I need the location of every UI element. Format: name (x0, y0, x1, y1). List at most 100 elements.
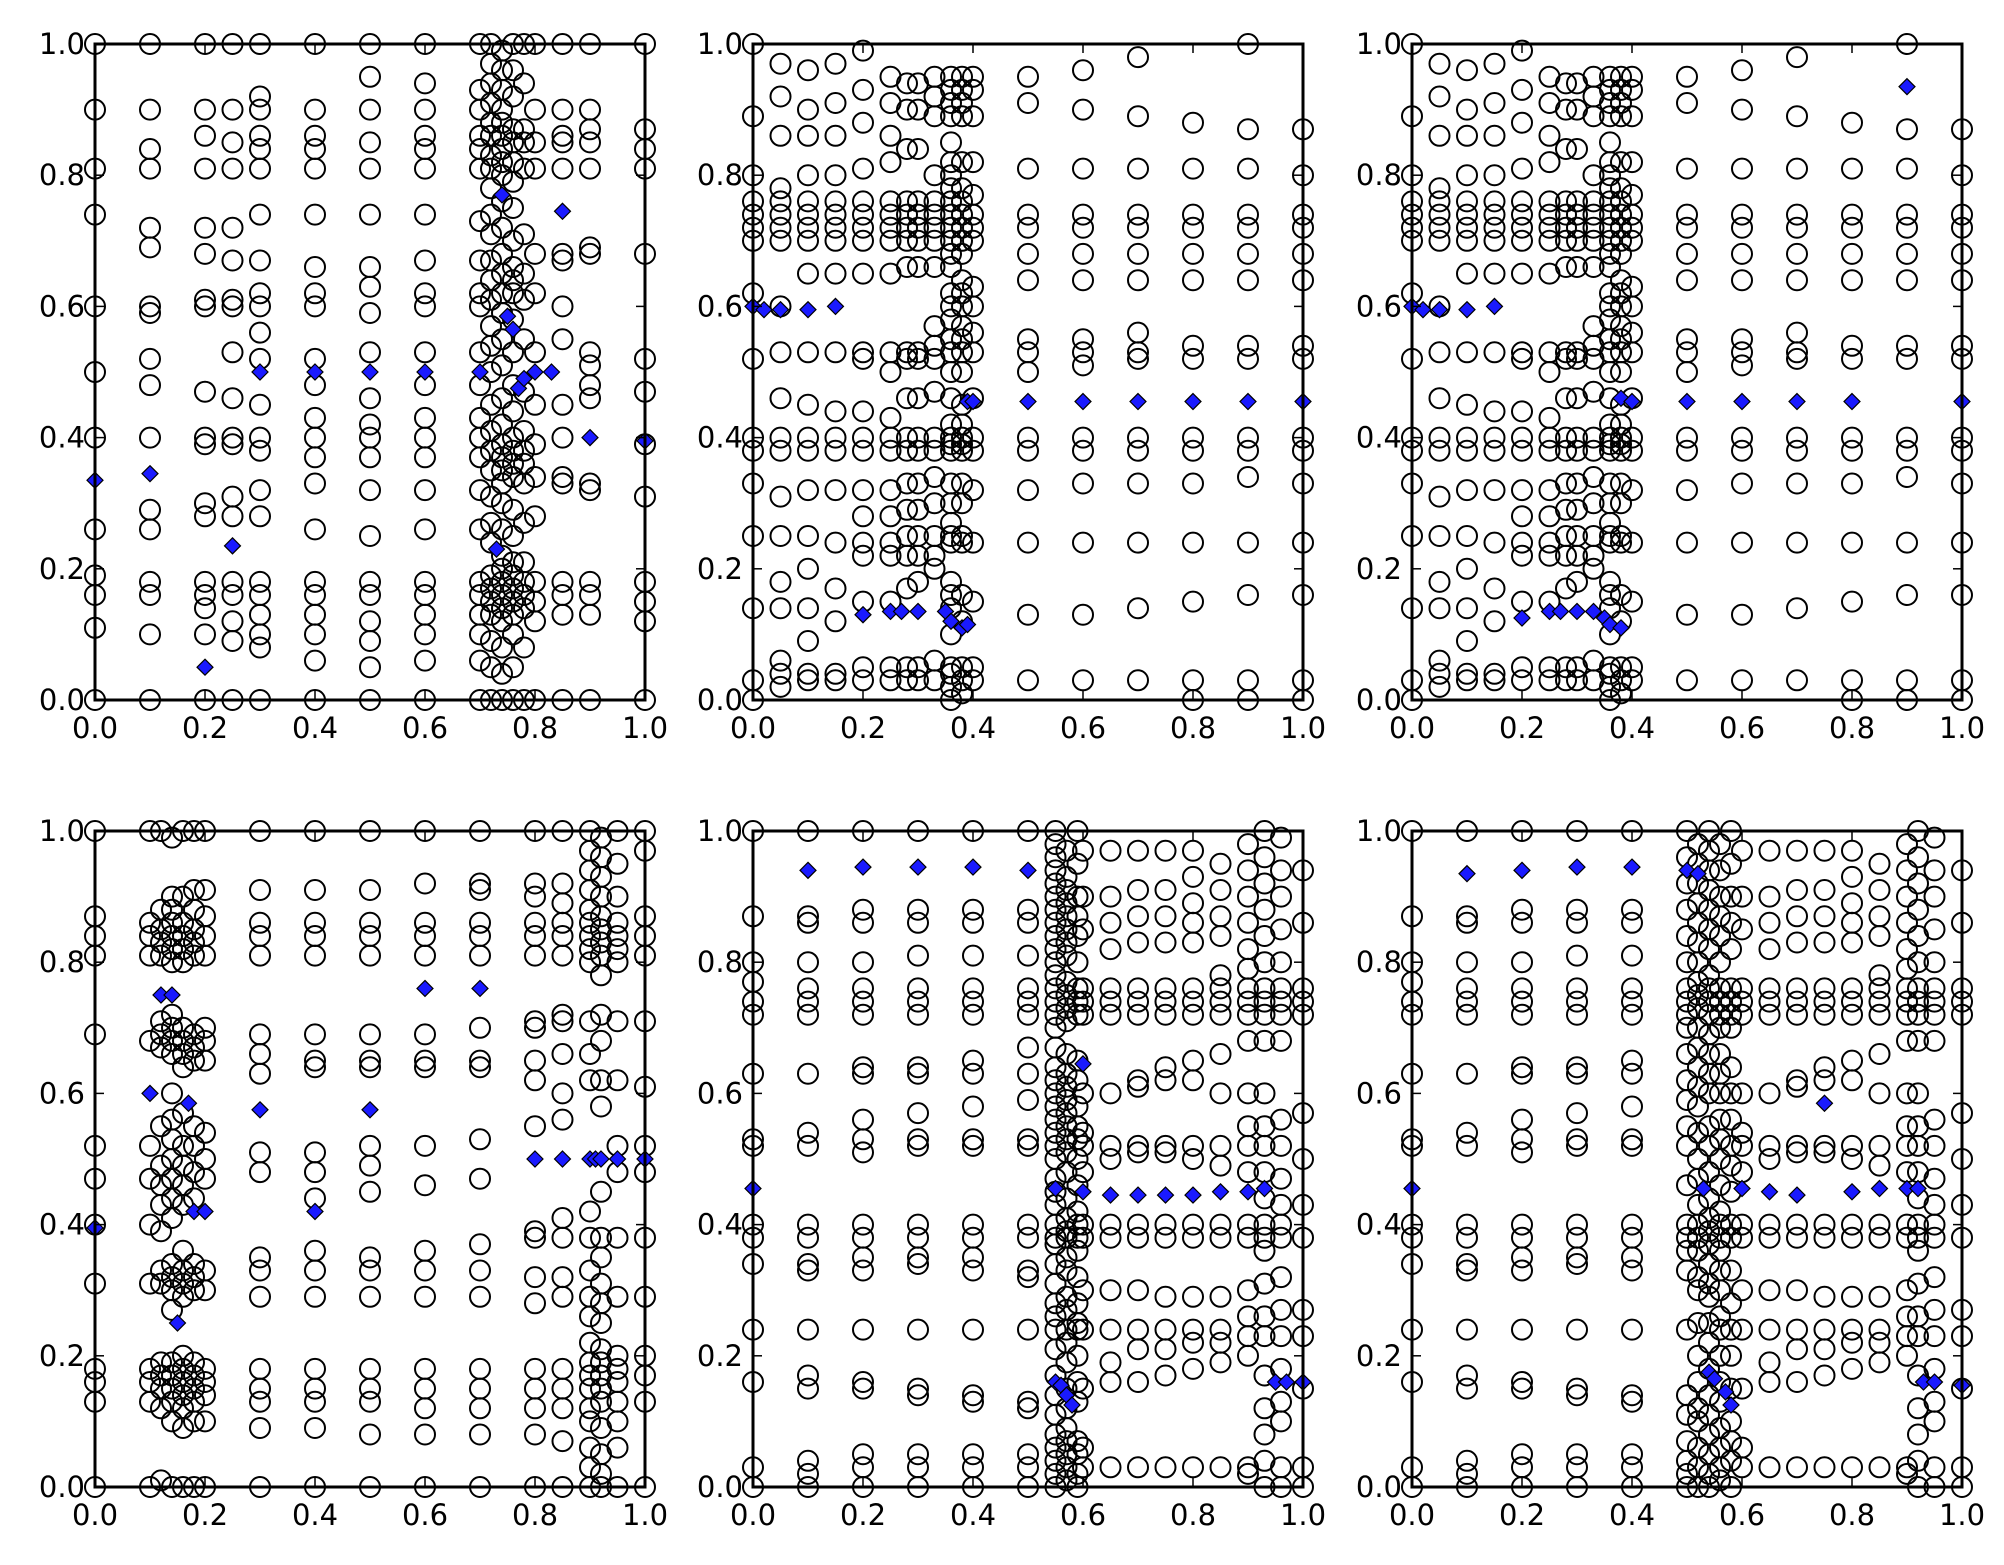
circle-point (1072, 341, 1094, 364)
circle-point (1154, 1318, 1177, 1341)
circle-point (139, 236, 161, 259)
diamond-point (1843, 1182, 1861, 1201)
circle-point (304, 1357, 326, 1380)
circle-point (183, 1253, 205, 1275)
circle-point (480, 249, 502, 272)
circle-point (1731, 269, 1753, 292)
circle-point (183, 879, 205, 901)
circle-point (1709, 1043, 1731, 1065)
circle-point (249, 1141, 271, 1164)
circle-point (1731, 439, 1753, 462)
circle-point (1127, 1069, 1149, 1092)
y-tick-label: 1.0 (39, 27, 85, 61)
circle-point (1698, 1003, 1720, 1026)
circle-point (923, 229, 946, 252)
circle-point (579, 859, 601, 882)
circle-point (1555, 72, 1577, 95)
circle-point (1017, 361, 1039, 383)
diamond-point (361, 1100, 379, 1119)
circle-point (1044, 872, 1067, 895)
circle-point (1456, 557, 1478, 580)
circle-point (1017, 439, 1039, 462)
circle-point (524, 570, 546, 593)
circle-point (769, 649, 792, 672)
circle-point (221, 98, 244, 121)
circle-point (852, 1377, 874, 1400)
circle-point (1237, 118, 1259, 141)
x-tick-label: 1.0 (622, 711, 668, 745)
circle-point (579, 341, 601, 364)
circle-point (1841, 931, 1863, 954)
circle-point (962, 216, 984, 239)
diamond-point (163, 986, 181, 1004)
circle-point (1907, 977, 1929, 1000)
circle-point (480, 511, 502, 534)
circle-point (1868, 852, 1891, 875)
circle-point (1813, 1069, 1836, 1092)
circle-point (1610, 315, 1632, 338)
circle-point (907, 1377, 929, 1400)
circle-point (1566, 256, 1588, 278)
circle-point (1841, 1456, 1863, 1479)
circle-point (1270, 1029, 1292, 1052)
circle-point (1907, 1226, 1929, 1249)
circle-point (797, 1213, 819, 1236)
circle-point (879, 151, 902, 174)
diamond-point (1898, 77, 1916, 96)
circle-point (824, 662, 847, 685)
circle-point (551, 1108, 574, 1131)
circle-point (1456, 229, 1478, 252)
circle-point (1676, 203, 1698, 226)
circle-point (304, 570, 326, 593)
circle-point (1610, 295, 1632, 318)
circle-point (1813, 1318, 1836, 1341)
circle-point (304, 406, 326, 429)
circle-point (1610, 65, 1632, 88)
circle-point (951, 439, 973, 462)
circle-point (879, 361, 902, 383)
circle-point (1841, 892, 1863, 915)
circle-point (1066, 1003, 1089, 1026)
circle-point (139, 426, 161, 449)
circle-point (139, 1357, 161, 1380)
diamond-point (1255, 1179, 1274, 1198)
circle-point (907, 426, 929, 449)
circle-point (606, 885, 629, 908)
circle-point (1599, 295, 1621, 318)
circle-point (194, 1121, 216, 1144)
circle-point (1182, 839, 1204, 862)
y-tick-label: 0.8 (39, 158, 85, 192)
circle-point (1566, 216, 1588, 239)
circle-point (1511, 479, 1533, 502)
circle-point (923, 164, 946, 187)
circle-point (1709, 1213, 1731, 1236)
circle-point (1237, 1029, 1259, 1052)
circle-point (962, 151, 984, 174)
circle-point (1538, 406, 1561, 429)
circle-point (1270, 951, 1292, 974)
circle-point (1017, 669, 1039, 692)
circle-point (359, 1377, 381, 1400)
x-tick-label: 1.0 (1939, 1498, 1985, 1532)
circle-point (1841, 1069, 1863, 1092)
circle-point (551, 1043, 574, 1065)
circle-point (139, 295, 161, 318)
circle-point (579, 925, 601, 947)
circle-point (962, 1384, 984, 1407)
circle-point (1731, 426, 1753, 449)
circle-point (1813, 1134, 1836, 1157)
circle-point (304, 1161, 326, 1184)
circle-point (579, 236, 601, 259)
circle-point (1599, 216, 1621, 239)
diamond-point (826, 297, 845, 316)
circle-point (907, 944, 929, 967)
diamond-point (1551, 602, 1570, 621)
circle-point (1483, 439, 1506, 462)
circle-point (1687, 1266, 1709, 1289)
circle-point (1698, 898, 1720, 921)
circle-point (590, 865, 612, 888)
y-tick-label: 0.8 (697, 158, 743, 192)
circle-point (161, 1167, 183, 1190)
circle-point (1456, 1462, 1478, 1485)
circle-point (1055, 1298, 1078, 1321)
